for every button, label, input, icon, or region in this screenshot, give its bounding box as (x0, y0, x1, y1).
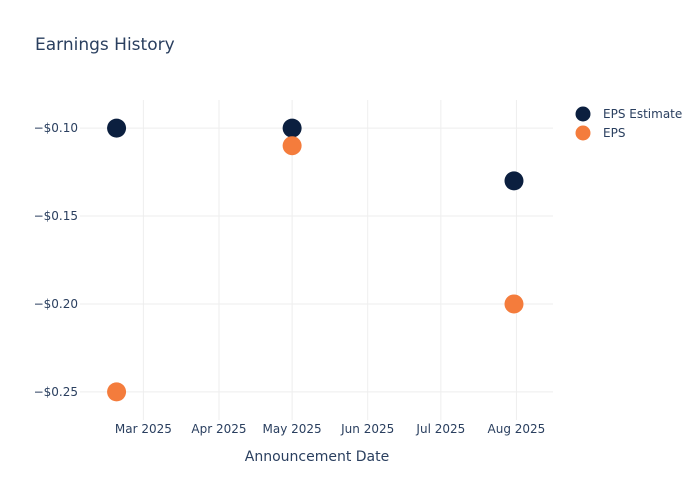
y-tick-label: −$0.20 (34, 297, 78, 311)
grid (80, 100, 553, 420)
x-axis-label: Announcement Date (245, 449, 389, 465)
eps-point[interactable] (282, 136, 302, 156)
chart-title: Earnings History (35, 35, 175, 55)
x-tick-label: Jun 2025 (340, 422, 394, 436)
eps-point[interactable] (107, 382, 127, 402)
x-tick-label: May 2025 (263, 422, 322, 436)
legend-eps-estimate-marker[interactable] (575, 106, 591, 122)
eps-estimate-point[interactable] (107, 118, 127, 138)
eps-estimate-point[interactable] (504, 171, 524, 191)
eps-point[interactable] (504, 294, 524, 314)
y-axis-ticks: −$0.10 −$0.15 −$0.20 −$0.25 (34, 121, 78, 399)
y-tick-label: −$0.15 (34, 209, 78, 223)
x-axis-ticks: Mar 2025 Apr 2025 May 2025 Jun 2025 Jul 2025… (115, 422, 545, 436)
legend-eps-marker[interactable] (575, 125, 591, 141)
x-tick-label: Apr 2025 (191, 422, 246, 436)
x-tick-label: Aug 2025 (488, 422, 546, 436)
legend-eps-estimate-label[interactable]: EPS Estimate (603, 107, 682, 121)
y-tick-label: −$0.25 (34, 385, 78, 399)
y-tick-label: −$0.10 (34, 121, 78, 135)
eps-estimate-point[interactable] (282, 118, 302, 138)
legend: EPS Estimate EPS (575, 106, 682, 141)
legend-eps-label[interactable]: EPS (603, 126, 625, 140)
data-points (107, 118, 524, 402)
x-tick-label: Mar 2025 (115, 422, 172, 436)
x-tick-label: Jul 2025 (415, 422, 465, 436)
